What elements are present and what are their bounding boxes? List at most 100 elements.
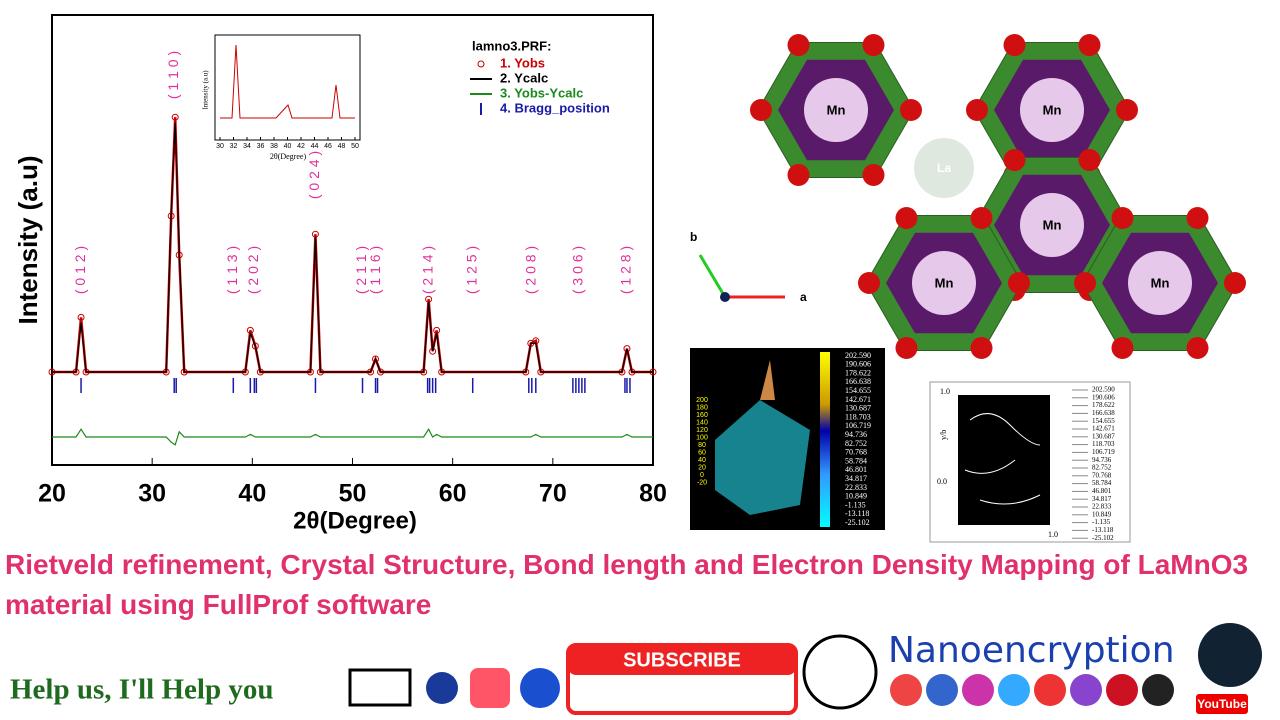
- x-tick-label: 30: [138, 480, 166, 508]
- yobs-line: [52, 117, 653, 374]
- z-tick-label: 120: [696, 427, 708, 434]
- colorbar-label: 10.849: [845, 492, 867, 501]
- o-atom: [1186, 336, 1209, 359]
- colorbar-label: 58.784: [1092, 479, 1112, 487]
- colorbar-label: 190.606: [845, 360, 871, 369]
- o-atom: [895, 336, 918, 359]
- inset-tick-label: 46: [324, 143, 332, 150]
- x-one: 1.0: [1048, 530, 1058, 539]
- o-atom: [895, 207, 918, 230]
- o-atom: [970, 336, 993, 359]
- ycalc-line: [52, 122, 653, 373]
- z-tick-label: 60: [698, 449, 706, 456]
- z-tick-label: 40: [698, 457, 706, 464]
- colorbar-label: 46.801: [845, 465, 867, 474]
- axis-a: a: [800, 290, 807, 304]
- colorbar-label: 118.703: [1092, 440, 1115, 448]
- inset-tick-label: 40: [284, 143, 292, 150]
- y-zero: 0.0: [937, 477, 947, 486]
- inset-tick-label: 38: [270, 143, 278, 150]
- o-atom: [787, 34, 810, 57]
- subscribe-text[interactable]: SUBSCRIBE: [623, 649, 741, 671]
- legend-label: 3. Yobs-Ycalc: [500, 85, 583, 100]
- app-icon: [470, 668, 510, 708]
- colorbar-label: 94.736: [845, 430, 867, 439]
- colorbar-label: 34.817: [845, 474, 867, 483]
- colorbar-label: 166.638: [845, 377, 871, 386]
- colorbar-label: 166.638: [1092, 409, 1115, 417]
- icon: [1070, 674, 1102, 706]
- colorbar-label: -13.118: [1092, 526, 1114, 534]
- o-atom: [1111, 207, 1134, 230]
- peak-label: ( 2 0 8 ): [523, 246, 539, 294]
- x-tick-label: 20: [38, 480, 66, 508]
- peak-label: ( 2 1 1 ): [353, 246, 369, 294]
- o-atom: [1008, 272, 1030, 294]
- colorbar-label: 130.687: [1092, 432, 1115, 440]
- legend-label: 2. Ycalc: [500, 70, 548, 85]
- o-atom: [970, 207, 993, 230]
- o-atom: [750, 99, 772, 121]
- yobs-point: [623, 345, 631, 353]
- colorbar-label: 70.768: [845, 448, 867, 457]
- y-axis-label: y/b: [939, 430, 948, 440]
- brand: Nanoencryption: [888, 630, 1175, 671]
- mn-label: Mn: [1043, 102, 1062, 117]
- x-label: 2θ(Degree): [293, 507, 417, 534]
- colorbar-label: 190.606: [1092, 393, 1115, 401]
- axis-b: b: [690, 230, 697, 244]
- colorbar-label: 70.768: [1092, 471, 1112, 479]
- y-one: 1.0: [940, 387, 950, 396]
- mn-atom: [1020, 193, 1084, 257]
- subscribe-band: [568, 645, 796, 675]
- colorbar-label: 154.655: [1092, 417, 1115, 425]
- colorbar-label: 10.849: [1092, 510, 1112, 518]
- colorbar-label: 22.833: [1092, 503, 1112, 511]
- y-label: Intensity (a.u): [13, 155, 43, 324]
- peak-label: ( 0 1 2 ): [72, 246, 88, 294]
- density-map: [958, 395, 1050, 525]
- z-tick-label: 200: [696, 397, 708, 404]
- peak-label: ( 2 1 4 ): [419, 246, 435, 294]
- icon: [926, 674, 958, 706]
- z-tick-label: 0: [700, 472, 704, 479]
- legend-label: 4. Bragg_position: [500, 100, 610, 115]
- o-atom: [787, 163, 810, 186]
- peak-label: ( 1 1 0 ): [165, 51, 181, 99]
- yobs-point: [77, 313, 85, 321]
- z-tick-label: 20: [698, 464, 706, 471]
- yobs-point: [372, 355, 380, 363]
- z-tick-label: 100: [696, 434, 708, 441]
- colorbar-label: 118.703: [845, 412, 871, 421]
- z-tick-label: 180: [696, 404, 708, 411]
- inset-tick-label: 44: [311, 143, 319, 150]
- colorbar-label: 178.622: [1092, 401, 1115, 409]
- colorbar-label: 46.801: [1092, 487, 1112, 495]
- peak-label: ( 1 2 8 ): [618, 246, 634, 294]
- icon: [1106, 674, 1138, 706]
- contours: [964, 413, 1041, 505]
- density-surface: [715, 400, 810, 515]
- inset-curve: [220, 44, 355, 119]
- inset-x-label: 2θ(Degree): [270, 152, 307, 161]
- crystal: La Mn Mn Mn Mn Mn: [750, 34, 1246, 359]
- colorbar-label: 94.736: [1092, 456, 1112, 464]
- o-atom: [862, 34, 885, 57]
- inset-tick-label: 30: [216, 143, 224, 150]
- o-atom: [1078, 34, 1101, 57]
- icon: [1142, 674, 1174, 706]
- o-atom: [1003, 149, 1026, 172]
- colorbar-label: 106.719: [1092, 448, 1115, 456]
- z-tick-label: 140: [696, 419, 708, 426]
- inset-tick-label: 48: [338, 143, 346, 150]
- colorbar-label: -1.135: [1092, 518, 1111, 526]
- peak-label: ( 1 2 5 ): [463, 246, 479, 294]
- icon: [890, 674, 922, 706]
- colorbar-labels: 202.590190.606178.622166.638154.655142.6…: [845, 351, 871, 527]
- o-atom: [1074, 272, 1096, 294]
- yobs-point: [171, 113, 179, 121]
- peak-label: ( 0 2 4 ): [306, 151, 322, 199]
- colorbar-label: -25.102: [1092, 534, 1114, 542]
